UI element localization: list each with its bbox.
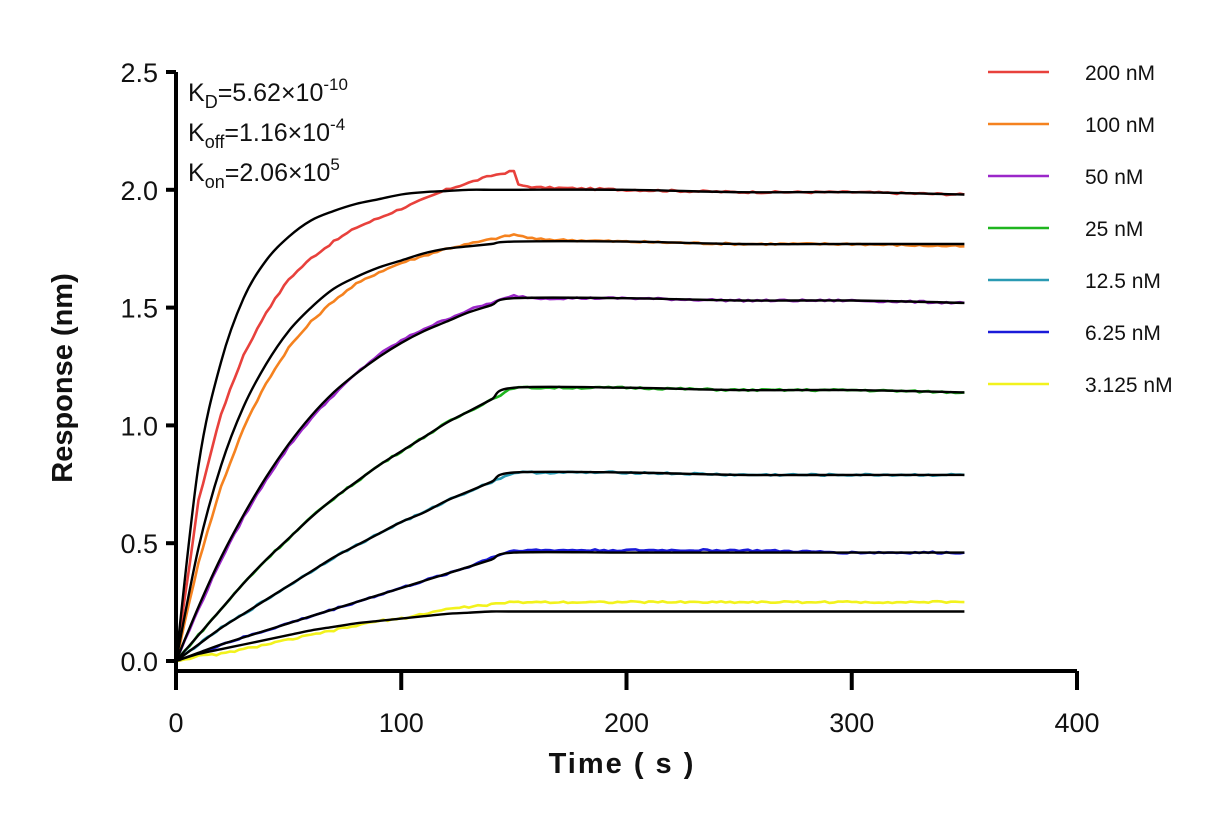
fit-line-7 — [175, 610, 965, 663]
series-line-6 — [175, 548, 965, 663]
y-tick-label: 1.5 — [120, 294, 158, 324]
legend-label: 200 nM — [1085, 62, 1155, 85]
x-tick-label: 0 — [168, 708, 183, 738]
legend-label: 12.5 nM — [1085, 270, 1161, 293]
x-tick-label: 300 — [829, 708, 874, 738]
x-tick-label: 100 — [379, 708, 424, 738]
fit-layer — [174, 188, 965, 663]
y-tick-label: 0.0 — [120, 647, 158, 677]
legend-label: 50 nM — [1085, 166, 1143, 189]
y-axis-title: Response (nm) — [47, 273, 79, 482]
fit-line-6 — [175, 550, 965, 663]
x-tick-label: 200 — [604, 708, 649, 738]
y-tick-label: 2.0 — [120, 176, 158, 206]
kinetics-annotation: KD=5.62×10-10 — [188, 75, 348, 112]
y-tick-label: 2.5 — [120, 58, 158, 88]
fit-line-3 — [174, 296, 965, 662]
fit-line-1 — [174, 188, 965, 662]
legend-label: 100 nM — [1085, 114, 1155, 137]
fit-line-4 — [175, 385, 965, 662]
series-line-4 — [175, 385, 965, 662]
ticks-layer: 0.0 0.5 1.0 1.5 2.0 2.5 0 100 200 300 400 — [120, 58, 1099, 738]
legend-label: 3.125 nM — [1085, 374, 1173, 397]
series-line-3 — [174, 293, 965, 662]
kinetics-annotation: Kon=2.06×105 — [188, 155, 340, 192]
kinetics-annotation: Koff=1.16×10-4 — [188, 115, 345, 152]
fit-line-2 — [174, 240, 965, 662]
x-axis-title: Time ( s ) — [549, 748, 696, 780]
series-line-7 — [175, 599, 965, 663]
y-tick-label: 0.5 — [120, 529, 158, 559]
fit-line-5 — [175, 470, 965, 662]
x-tick-label: 400 — [1054, 708, 1099, 738]
legend: 200 nM 100 nM 50 nM 25 nM 12.5 nM 6.25 nM 3.12… — [988, 62, 1173, 397]
legend-label: 6.25 nM — [1085, 322, 1161, 345]
series-line-5 — [175, 470, 965, 662]
y-tick-label: 1.0 — [120, 411, 158, 441]
legend-label: 25 nM — [1085, 218, 1143, 241]
